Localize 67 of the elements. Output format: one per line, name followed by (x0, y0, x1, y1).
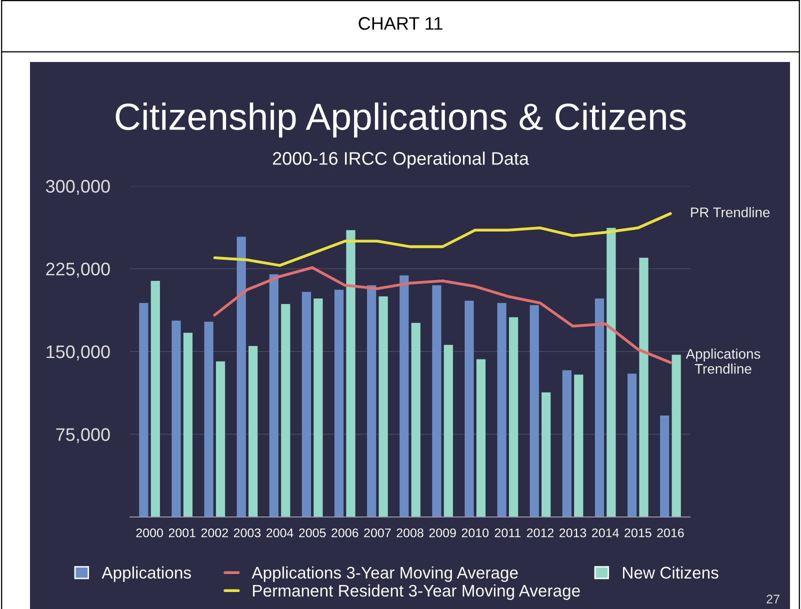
bar (302, 292, 312, 517)
annotation: Applications Trendline (686, 348, 760, 374)
x-tick-label: 2014 (592, 528, 619, 538)
bar (411, 322, 420, 517)
bar (150, 280, 160, 517)
x-tick-label: 2009 (429, 528, 456, 538)
legend-label: New Citizens (623, 566, 718, 579)
x-tick-label: 2002 (201, 528, 228, 538)
bar (334, 290, 344, 517)
bar (542, 392, 551, 517)
x-tick-label: 2015 (624, 528, 652, 538)
chart-subtitle: 2000-16 IRCC Operational Data (272, 152, 529, 168)
x-tick-label: 2016 (657, 528, 684, 538)
x-tick-label: 2001 (168, 528, 196, 538)
bar (236, 236, 246, 517)
caption: CHART 11 (358, 17, 442, 30)
bar (281, 304, 290, 517)
x-tick-label: 2003 (234, 528, 261, 538)
bar (660, 415, 670, 517)
bar (216, 361, 226, 517)
bar (594, 298, 604, 517)
bar (172, 320, 181, 517)
x-tick-label: 2012 (526, 528, 554, 538)
bar (378, 296, 388, 517)
bar (606, 228, 616, 517)
bar (497, 302, 506, 517)
bar (639, 258, 648, 517)
bar (444, 344, 453, 517)
bar (562, 370, 572, 517)
text: 27 (766, 594, 780, 604)
y-tick-label: 75,000 (56, 428, 110, 444)
x-tick-label: 2005 (299, 528, 326, 538)
x-tick-label: 2004 (266, 528, 294, 538)
bar (314, 298, 323, 517)
bar (204, 322, 214, 517)
legend-label: Permanent Resident 3-Year Moving Average (253, 584, 580, 600)
bar (672, 354, 681, 517)
bar (530, 305, 539, 517)
line-series (213, 212, 672, 267)
bar (367, 285, 376, 517)
bar (464, 300, 474, 517)
x-tick-label: 2008 (396, 528, 424, 538)
bar (574, 374, 584, 517)
bar (400, 275, 409, 517)
x-tick-label: 2007 (364, 528, 391, 538)
legend-label: Applications 3-Year Moving Average (252, 566, 518, 582)
bar (139, 302, 148, 517)
chart-title: Citizenship Applications & Citizens (116, 102, 686, 138)
x-tick-label: 2006 (332, 528, 358, 538)
bar (432, 285, 442, 517)
bar (476, 359, 486, 517)
y-tick-label: 300,000 (46, 180, 110, 195)
x-tick-label: 2010 (462, 528, 489, 538)
line-series (213, 266, 672, 364)
x-tick-label: 2000 (136, 528, 163, 538)
bar (269, 274, 278, 517)
x-tick-label: 2013 (560, 528, 586, 538)
bar (627, 374, 637, 517)
x-tick-label: 2011 (494, 528, 521, 538)
bar (346, 230, 356, 517)
y-tick-label: 225,000 (46, 262, 110, 278)
bar (248, 346, 258, 517)
bar (183, 332, 193, 517)
y-tick-label: 150,000 (46, 345, 110, 360)
bar (508, 317, 518, 517)
legend-label: Applications (102, 566, 191, 582)
annotation: PR Trendline (691, 207, 770, 218)
